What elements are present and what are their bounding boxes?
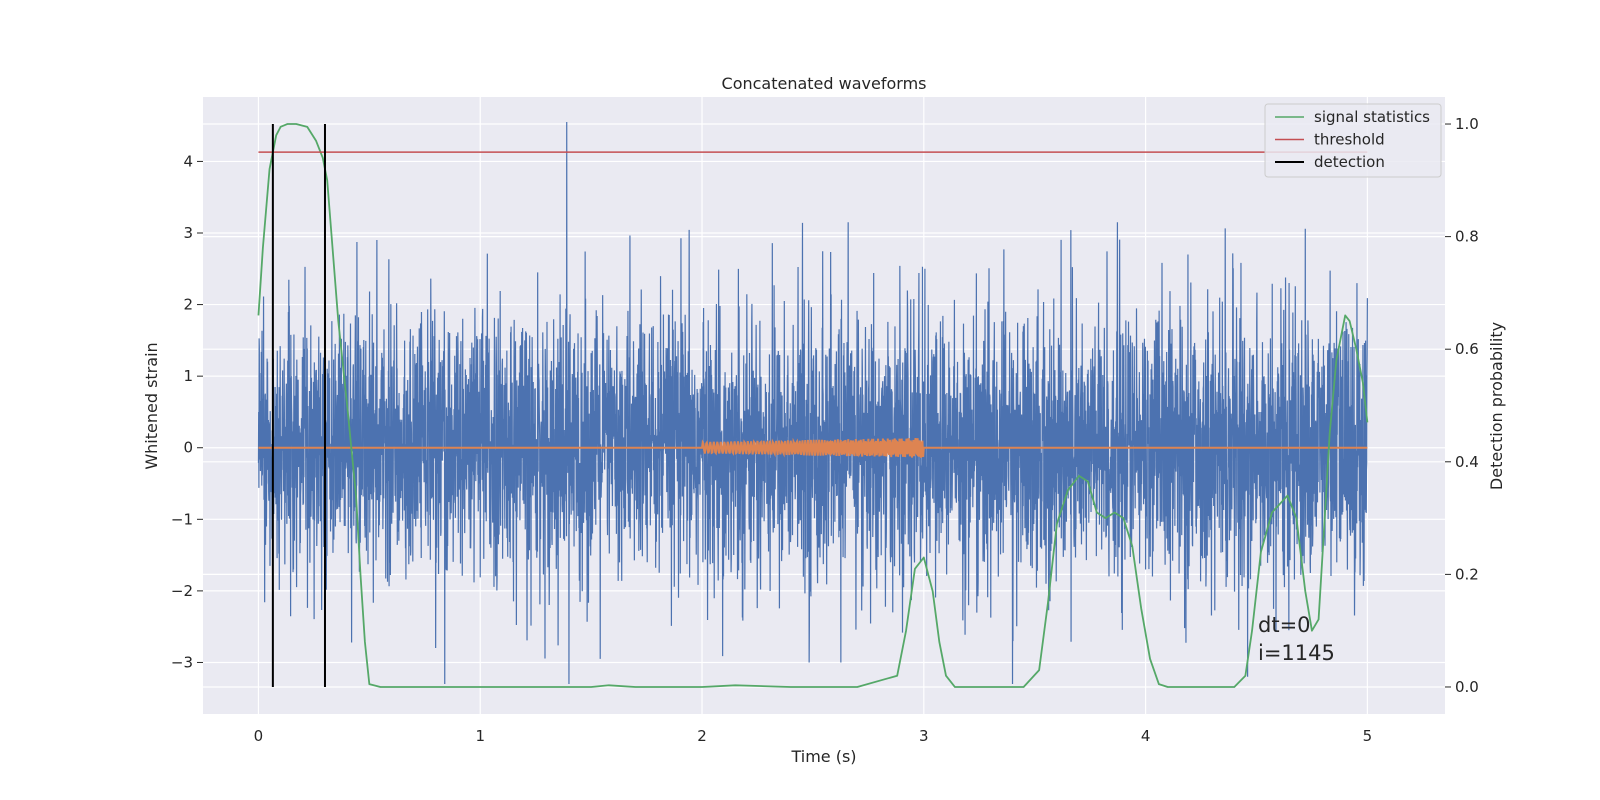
y-tick-label: −1 — [171, 510, 193, 528]
annotation-dt: dt=0 — [1258, 613, 1311, 637]
signal-statistics-line — [257, 123, 1369, 688]
legend: signal statistics threshold detection — [1264, 103, 1442, 178]
y-axis-label: Whitened strain — [142, 342, 161, 469]
legend-box — [1264, 103, 1442, 178]
x-tick-labels: 0 1 2 3 4 5 — [254, 727, 1372, 745]
x-tick-label: 1 — [475, 727, 485, 745]
legend-label: detection — [1314, 153, 1385, 171]
chart-title: Concatenated waveforms — [722, 74, 927, 93]
y-tick-label: 1 — [183, 367, 193, 385]
y-tick-labels: −3 −2 −1 0 1 2 3 4 — [171, 152, 203, 671]
injected-waveform-line — [258, 437, 1368, 458]
y2-tick-label: 0.2 — [1455, 565, 1479, 583]
x-axis-label: Time (s) — [790, 747, 856, 766]
y2-tick-label: 0.0 — [1455, 678, 1479, 696]
x-tick-label: 5 — [1363, 727, 1373, 745]
y-tick-label: −3 — [171, 653, 193, 671]
series-layer — [257, 122, 1369, 688]
legend-label: threshold — [1314, 131, 1385, 149]
x-tick-label: 0 — [254, 727, 264, 745]
y2-tick-label: 1.0 — [1455, 115, 1479, 133]
y-tick-label: 2 — [183, 296, 193, 314]
y-tick-label: −2 — [171, 582, 193, 600]
y2-tick-label: 0.8 — [1455, 228, 1479, 246]
strain-line — [257, 122, 1368, 684]
legend-label: signal statistics — [1314, 108, 1430, 126]
y2-axis-label: Detection probability — [1487, 322, 1506, 490]
y-tick-label: 4 — [183, 152, 193, 170]
y2-tick-label: 0.4 — [1455, 453, 1479, 471]
x-tick-label: 3 — [919, 727, 929, 745]
annotation-i: i=1145 — [1258, 641, 1335, 665]
y-tick-label: 0 — [183, 439, 193, 457]
x-tick-label: 4 — [1141, 727, 1151, 745]
y-tick-label: 3 — [183, 224, 193, 242]
y2-tick-label: 0.6 — [1455, 340, 1479, 358]
y2-tick-labels: 0.0 0.2 0.4 0.6 0.8 1.0 — [1445, 115, 1479, 696]
x-tick-label: 2 — [697, 727, 707, 745]
